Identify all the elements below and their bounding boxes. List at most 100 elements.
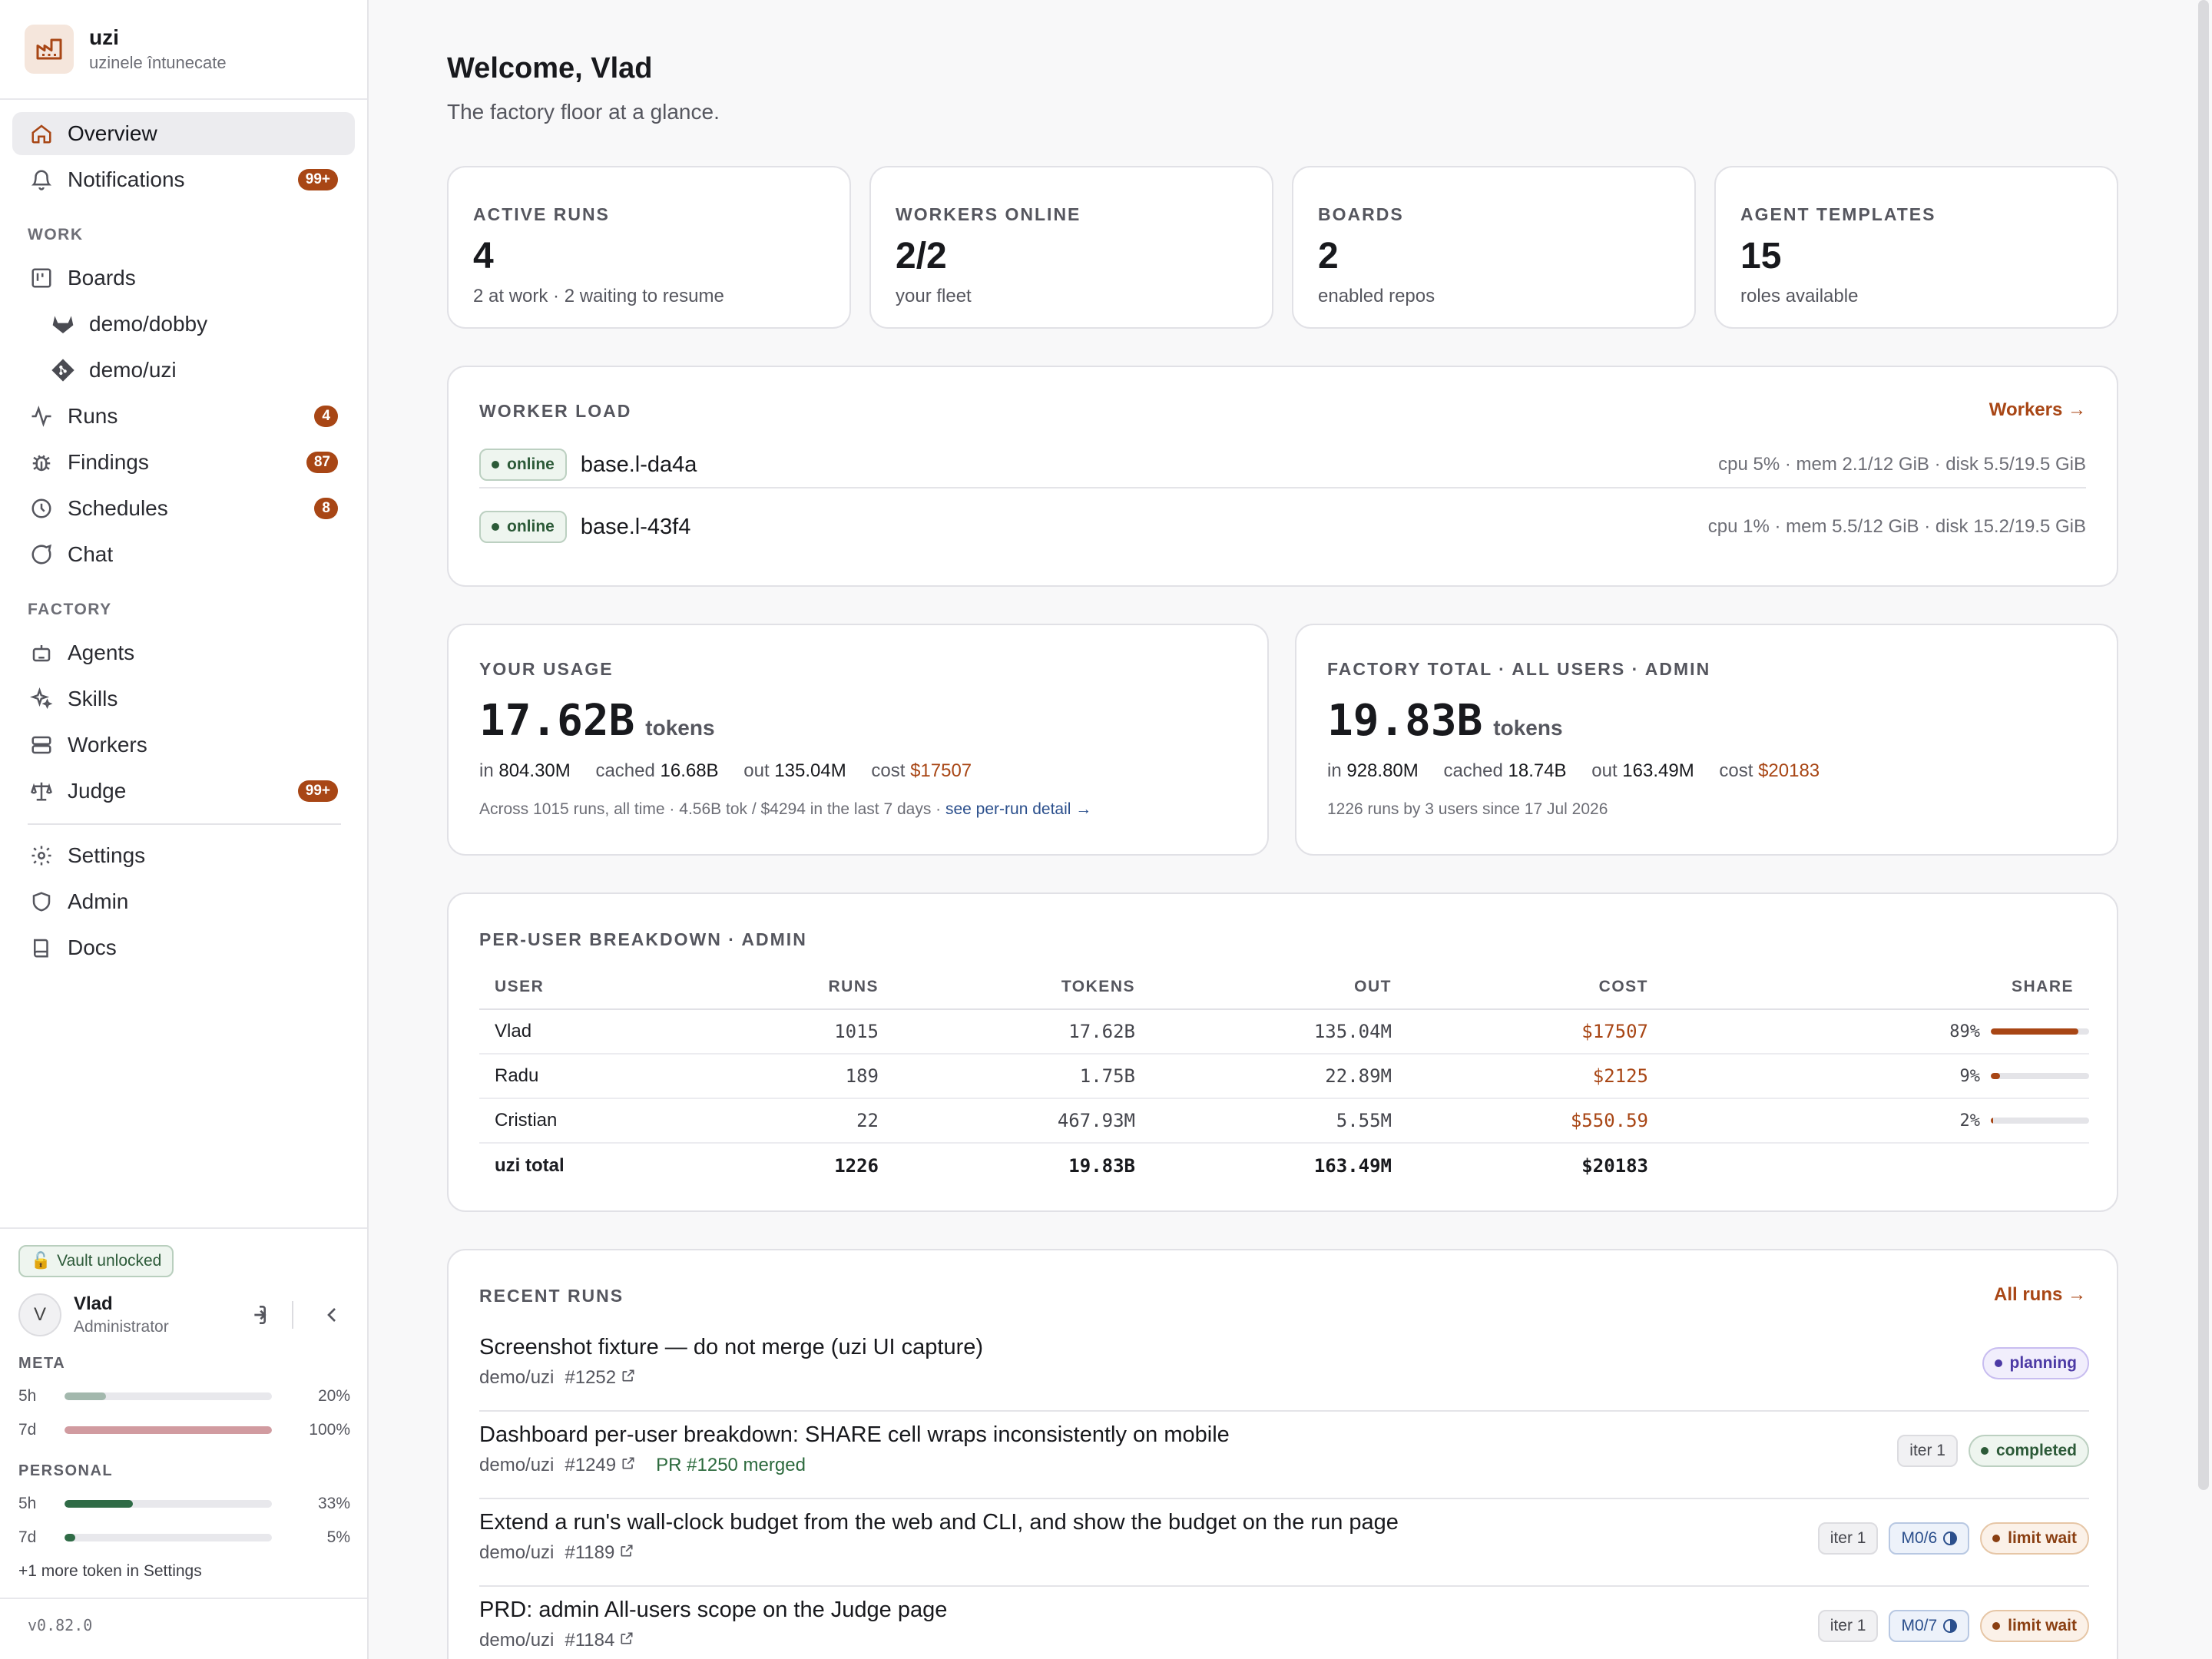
run-repo: demo/uzi: [479, 1367, 555, 1388]
quota-percent: 5%: [326, 1528, 350, 1546]
issue-link[interactable]: #1189: [565, 1542, 615, 1563]
git-icon: [49, 356, 77, 384]
factory-out-label: out: [1591, 760, 1618, 781]
sidebar-item-boards[interactable]: Boards: [12, 257, 355, 300]
factory-out: 163.49M: [1622, 760, 1694, 781]
usage-note: Across 1015 runs, all time · 4.56B tok /…: [479, 800, 1091, 819]
sidebar-item-label: Admin: [68, 889, 129, 913]
sidebar-item-label: demo/dobby: [89, 312, 208, 336]
factory-cost-label: cost: [1719, 760, 1753, 781]
worker-row[interactable]: online base.l-43f4 cpu 1% · mem 5.5/12 G…: [479, 504, 2086, 550]
sidebar-item-docs[interactable]: Docs: [12, 926, 355, 969]
cell-user: Cristian: [479, 1098, 710, 1144]
issue-link[interactable]: #1252: [565, 1367, 617, 1388]
runs-badge: 4: [314, 406, 338, 427]
sidebar-item-schedules[interactable]: Schedules 8: [12, 487, 355, 530]
scale-icon: [28, 777, 55, 805]
run-row[interactable]: Extend a run's wall-clock budget from th…: [479, 1499, 2089, 1587]
table-row-total: uzi total 1226 19.83B 163.49M $20183: [479, 1143, 2089, 1187]
cell-out: 135.04M: [1135, 1009, 1392, 1055]
iteration-badge: iter 1: [1817, 1522, 1879, 1555]
board-icon: [28, 264, 55, 292]
quota-bar-fill: [65, 1534, 75, 1541]
quota-percent: 20%: [317, 1387, 350, 1405]
per-run-detail-link[interactable]: see per-run detail →: [945, 800, 1092, 818]
stat-card-boards[interactable]: BOARDS 2 enabled repos: [1292, 166, 1696, 329]
run-row[interactable]: PRD: admin All-users scope on the Judge …: [479, 1587, 2089, 1659]
status-badge: completed: [1968, 1435, 2089, 1467]
column-header: OUT: [1135, 965, 1392, 1010]
sidebar-divider: [0, 98, 367, 100]
cell-share: 89%: [1648, 1009, 2089, 1055]
stat-value: 15: [1740, 236, 1782, 276]
all-runs-link[interactable]: All runs →: [1993, 1284, 2086, 1305]
usage-cached-label: cached: [595, 760, 655, 781]
sidebar-item-workers[interactable]: Workers: [12, 724, 355, 767]
status-badge: limit wait: [1980, 1610, 2089, 1642]
cell-out: 5.55M: [1135, 1098, 1392, 1144]
per-user-breakdown-card: PER-USER BREAKDOWN · ADMIN USER RUNS TOK…: [447, 892, 2118, 1212]
status-dot: [1994, 1359, 2002, 1367]
status-dot: [492, 523, 499, 531]
cell-share: [1648, 1143, 2089, 1187]
sidebar-item-notifications[interactable]: Notifications 99+: [12, 158, 355, 201]
sidebar-item-agents[interactable]: Agents: [12, 631, 355, 674]
stat-card-workers-online[interactable]: WORKERS ONLINE 2/2 your fleet: [869, 166, 1273, 329]
sidebar-item-board-dobby[interactable]: demo/dobby: [12, 303, 355, 346]
book-icon: [28, 934, 55, 962]
cell-tokens: 1.75B: [879, 1054, 1135, 1099]
pr-link[interactable]: PR #1250 merged: [656, 1455, 806, 1475]
run-row[interactable]: Dashboard per-user breakdown: SHARE cell…: [479, 1412, 2089, 1499]
usage-out: 135.04M: [774, 760, 846, 781]
brand[interactable]: uzi uzinele întunecate: [25, 25, 227, 74]
worker-row[interactable]: online base.l-da4a cpu 5% · mem 2.1/12 G…: [479, 442, 2086, 488]
sidebar-item-admin[interactable]: Admin: [12, 880, 355, 923]
sidebar-item-overview[interactable]: Overview: [12, 112, 355, 155]
external-link-icon[interactable]: [619, 1542, 634, 1564]
status-dot: [1992, 1622, 2001, 1630]
scrollbar[interactable]: [2198, 0, 2209, 1490]
run-badges: iter 1 completed: [1897, 1435, 2089, 1467]
more-tokens-link[interactable]: +1 more token in Settings: [18, 1562, 202, 1580]
cell-cost: $550.59: [1392, 1098, 1648, 1144]
external-link-icon[interactable]: [619, 1630, 634, 1651]
usage-in: 804.30M: [498, 760, 571, 781]
external-link-icon[interactable]: [621, 1367, 636, 1389]
sidebar-item-findings[interactable]: Findings 87: [12, 441, 355, 484]
stat-card-agent-templates[interactable]: AGENT TEMPLATES 15 roles available: [1714, 166, 2118, 329]
avatar[interactable]: V: [18, 1293, 61, 1336]
external-link-icon[interactable]: [621, 1455, 636, 1476]
sidebar-divider: [0, 1598, 367, 1599]
sidebar-item-judge[interactable]: Judge 99+: [12, 770, 355, 813]
app-subtitle: uzinele întunecate: [89, 53, 227, 72]
run-row[interactable]: Screenshot fixture — do not merge (uzi U…: [479, 1324, 2089, 1412]
sidebar-item-runs[interactable]: Runs 4: [12, 395, 355, 438]
stat-sub: 2 at work · 2 waiting to resume: [473, 286, 724, 306]
sidebar-item-skills[interactable]: Skills: [12, 677, 355, 720]
milestone-badge: M0/6: [1889, 1522, 1970, 1555]
stat-label: WORKERS ONLINE: [896, 204, 1081, 224]
status-label: limit wait: [2008, 1529, 2077, 1547]
table-row: Radu 189 1.75B 22.89M $2125 9%: [479, 1054, 2089, 1099]
sidebar-item-board-uzi[interactable]: demo/uzi: [12, 349, 355, 392]
logout-icon[interactable]: [244, 1303, 269, 1331]
stat-card-active-runs[interactable]: ACTIVE RUNS 4 2 at work · 2 waiting to r…: [447, 166, 851, 329]
usage-unit: tokens: [1493, 716, 1563, 740]
sidebar-item-settings[interactable]: Settings: [12, 834, 355, 877]
sidebar-item-chat[interactable]: Chat: [12, 533, 355, 576]
cell-runs: 22: [710, 1098, 879, 1144]
vault-status-badge[interactable]: 🔓 Vault unlocked: [18, 1245, 174, 1277]
status-label: planning: [2009, 1354, 2078, 1372]
quota-row-meta-5h: 5h 20%: [18, 1386, 350, 1407]
share-percent: 89%: [1949, 1022, 1980, 1041]
collapse-sidebar-icon[interactable]: [320, 1303, 344, 1331]
section-label-work: WORK: [28, 226, 84, 243]
workers-link[interactable]: Workers →: [1988, 399, 2086, 420]
sidebar-item-label: Runs: [68, 404, 118, 428]
issue-link[interactable]: #1184: [565, 1630, 615, 1651]
run-badges: iter 1 M0/7 limit wait: [1817, 1610, 2089, 1642]
sidebar-item-label: Workers: [68, 733, 147, 757]
quota-bar-fill: [65, 1392, 106, 1400]
issue-link[interactable]: #1249: [565, 1455, 617, 1475]
worker-name: base.l-43f4: [580, 514, 691, 539]
